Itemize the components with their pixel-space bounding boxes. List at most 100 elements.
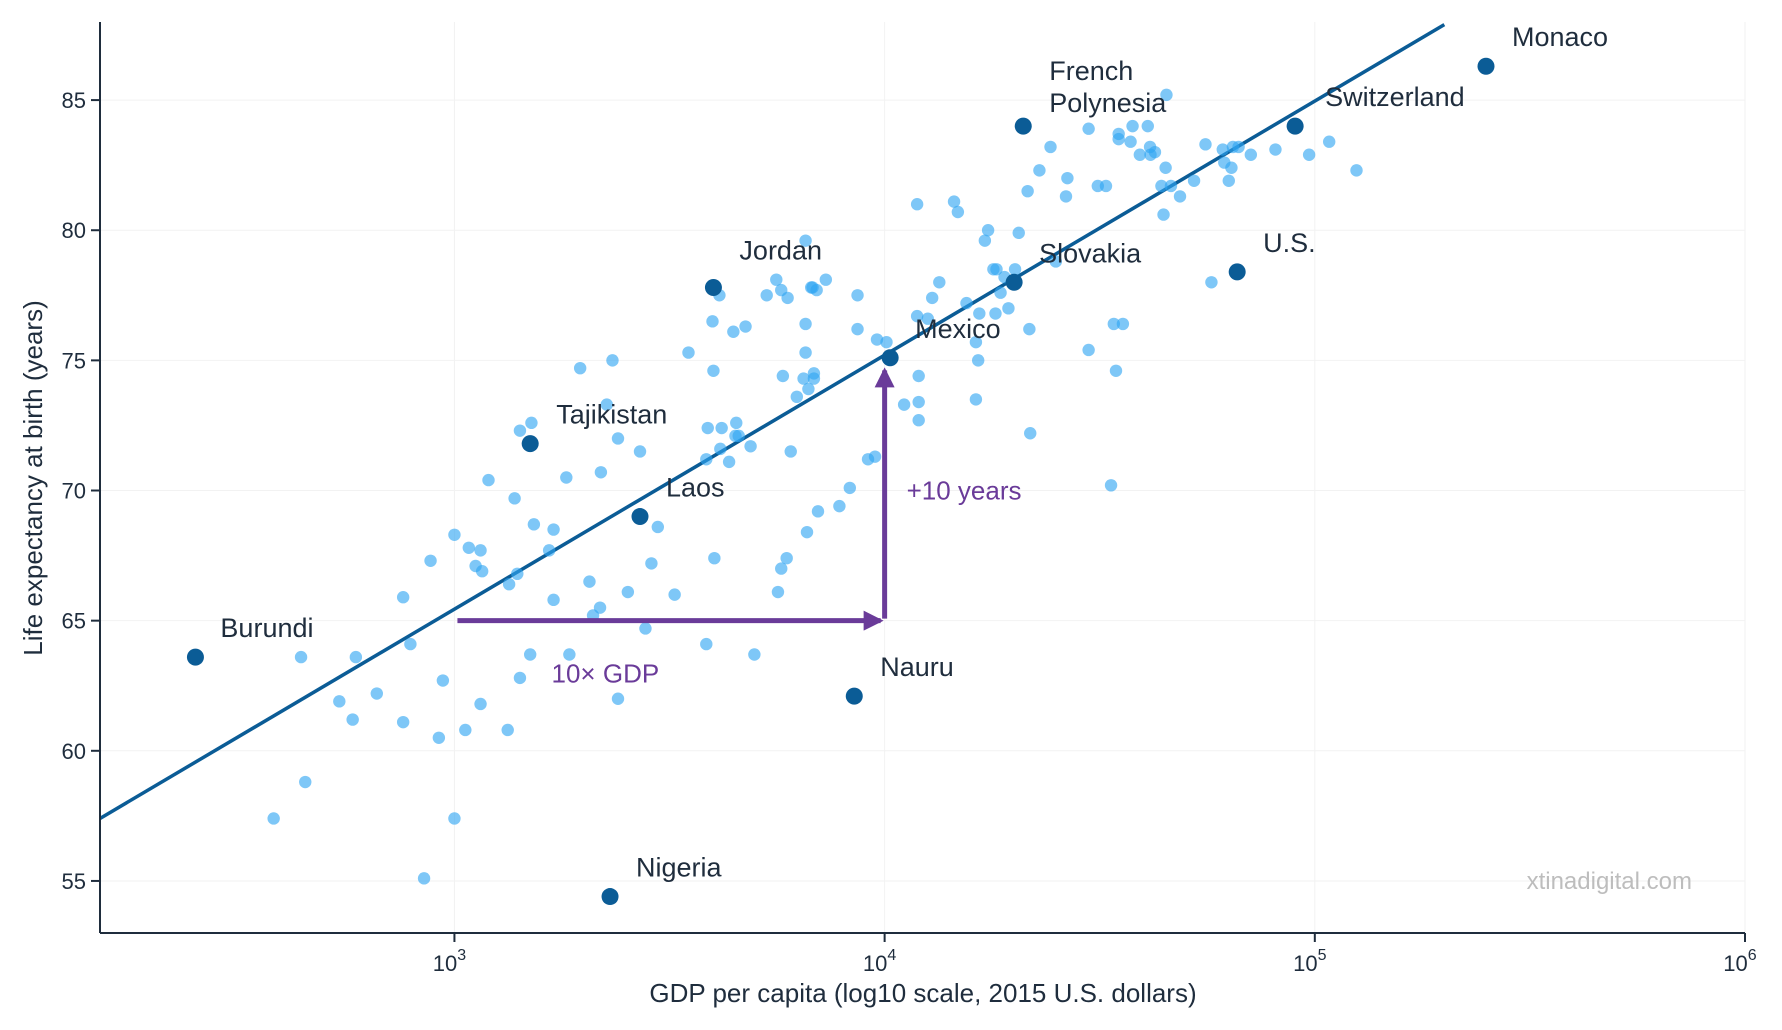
data-point bbox=[474, 544, 487, 557]
x-axis-title: GDP per capita (log10 scale, 2015 U.S. d… bbox=[649, 978, 1196, 1008]
data-point bbox=[645, 557, 658, 570]
highlight-point bbox=[704, 278, 722, 296]
data-point bbox=[912, 369, 925, 383]
data-point bbox=[706, 315, 719, 328]
data-point bbox=[1104, 479, 1118, 492]
data-point bbox=[1187, 174, 1201, 187]
data-point bbox=[593, 601, 607, 614]
country-label: Tajikistan bbox=[556, 400, 667, 430]
data-point bbox=[1222, 174, 1235, 187]
data-point bbox=[843, 481, 857, 495]
data-point bbox=[744, 440, 757, 453]
data-point bbox=[910, 198, 924, 211]
trend-line bbox=[99, 23, 1446, 820]
data-point bbox=[1082, 343, 1095, 357]
data-point bbox=[1116, 317, 1130, 331]
data-point bbox=[770, 273, 783, 286]
data-point bbox=[700, 453, 713, 466]
x-tick-base: 10 bbox=[1293, 951, 1317, 976]
data-point bbox=[800, 525, 814, 539]
data-point bbox=[811, 505, 825, 518]
highlight-point bbox=[1286, 117, 1304, 135]
data-point bbox=[346, 713, 359, 726]
data-point bbox=[404, 637, 417, 651]
data-point bbox=[797, 372, 810, 385]
data-point bbox=[739, 320, 752, 333]
data-point bbox=[508, 492, 521, 505]
data-point bbox=[525, 416, 538, 430]
data-point bbox=[396, 715, 410, 729]
data-point bbox=[870, 333, 884, 346]
country-label-line: Polynesia bbox=[1049, 88, 1167, 118]
data-point bbox=[1126, 119, 1139, 133]
data-point bbox=[475, 565, 489, 578]
data-point bbox=[851, 289, 864, 302]
gdp-arrow-label: 10× GDP bbox=[552, 659, 660, 689]
data-point bbox=[807, 367, 821, 380]
data-point bbox=[799, 234, 812, 247]
data-point bbox=[1021, 184, 1034, 198]
data-point bbox=[459, 723, 472, 737]
data-point bbox=[547, 593, 560, 607]
data-point bbox=[1322, 135, 1336, 148]
data-point bbox=[370, 687, 384, 700]
data-point bbox=[606, 354, 619, 367]
data-point bbox=[989, 307, 1002, 320]
trend-layer bbox=[99, 23, 1446, 820]
data-point bbox=[600, 398, 613, 411]
data-point bbox=[969, 393, 983, 406]
highlight-point bbox=[1014, 117, 1032, 135]
data-point bbox=[925, 291, 939, 305]
data-point bbox=[701, 421, 714, 435]
data-point bbox=[781, 291, 794, 305]
highlight-layer: Monaco French Polynesia Switzerland Jordan Sl… bbox=[186, 22, 1608, 906]
data-point bbox=[513, 671, 527, 685]
x-tick-exponent: 4 bbox=[887, 947, 896, 964]
data-point bbox=[482, 473, 495, 487]
data-point bbox=[573, 361, 587, 375]
data-point bbox=[682, 346, 695, 359]
data-point bbox=[424, 554, 437, 567]
data-point bbox=[462, 541, 476, 554]
data-point bbox=[748, 648, 761, 661]
data-point bbox=[775, 562, 788, 575]
x-tick-label: 105 bbox=[1293, 947, 1326, 976]
data-point bbox=[819, 273, 833, 286]
data-point bbox=[784, 445, 797, 458]
data-point bbox=[851, 322, 864, 336]
data-point bbox=[1124, 135, 1137, 148]
country-label: Burundi bbox=[220, 613, 313, 643]
data-point bbox=[1244, 148, 1258, 161]
data-point bbox=[969, 335, 983, 349]
data-point bbox=[978, 234, 992, 247]
data-point bbox=[981, 224, 995, 237]
data-point bbox=[880, 335, 893, 349]
data-point bbox=[633, 445, 647, 458]
life-arrow-label: +10 years bbox=[907, 476, 1022, 506]
data-point bbox=[639, 622, 652, 635]
data-point bbox=[1157, 208, 1170, 221]
country-label-line: French bbox=[1049, 56, 1133, 86]
data-point bbox=[611, 432, 625, 445]
data-point bbox=[1225, 161, 1238, 174]
data-point bbox=[349, 650, 363, 664]
y-tick-label: 80 bbox=[62, 218, 86, 243]
data-point bbox=[776, 369, 790, 383]
data-point bbox=[730, 416, 743, 430]
data-point bbox=[611, 692, 625, 705]
data-point bbox=[1155, 179, 1168, 193]
data-point bbox=[960, 296, 973, 310]
data-point bbox=[1216, 143, 1229, 156]
data-point bbox=[973, 307, 986, 320]
data-point bbox=[432, 731, 446, 744]
data-point bbox=[1232, 140, 1245, 154]
data-point bbox=[1024, 427, 1037, 440]
data-point bbox=[1112, 127, 1125, 141]
data-point bbox=[1061, 171, 1074, 185]
data-point bbox=[912, 414, 925, 427]
data-point bbox=[951, 205, 965, 219]
data-point bbox=[396, 591, 410, 604]
data-point bbox=[1302, 148, 1316, 161]
data-point bbox=[897, 398, 911, 411]
